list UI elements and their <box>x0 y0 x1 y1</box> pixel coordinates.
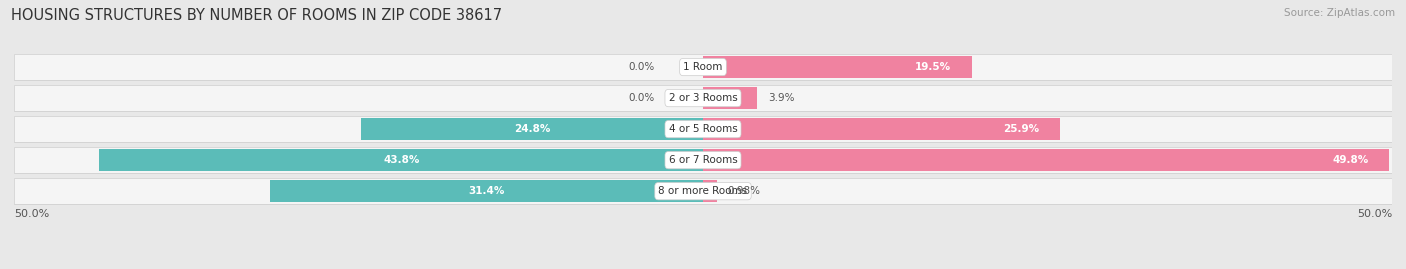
Bar <box>361 118 703 140</box>
Text: 4 or 5 Rooms: 4 or 5 Rooms <box>669 124 737 134</box>
Bar <box>14 178 1392 204</box>
Text: 0.0%: 0.0% <box>628 62 655 72</box>
Text: Source: ZipAtlas.com: Source: ZipAtlas.com <box>1284 8 1395 18</box>
Bar <box>14 116 1392 142</box>
Text: 43.8%: 43.8% <box>382 155 419 165</box>
Bar <box>703 118 1060 140</box>
Bar <box>703 56 972 78</box>
Bar <box>100 149 703 171</box>
Text: 2 or 3 Rooms: 2 or 3 Rooms <box>669 93 737 103</box>
Text: 24.8%: 24.8% <box>515 124 550 134</box>
Text: 25.9%: 25.9% <box>1002 124 1039 134</box>
Text: 31.4%: 31.4% <box>468 186 505 196</box>
Bar <box>703 180 717 202</box>
Bar <box>14 147 1392 173</box>
Bar <box>14 54 1392 80</box>
Text: 0.98%: 0.98% <box>727 186 761 196</box>
Text: 3.9%: 3.9% <box>768 93 794 103</box>
Text: 1 Room: 1 Room <box>683 62 723 72</box>
Text: 50.0%: 50.0% <box>14 209 49 219</box>
Bar <box>703 149 1389 171</box>
Bar <box>703 87 756 109</box>
Bar <box>14 54 1392 80</box>
Text: 49.8%: 49.8% <box>1333 155 1368 165</box>
Bar <box>14 178 1392 204</box>
Text: HOUSING STRUCTURES BY NUMBER OF ROOMS IN ZIP CODE 38617: HOUSING STRUCTURES BY NUMBER OF ROOMS IN… <box>11 8 502 23</box>
Text: 19.5%: 19.5% <box>915 62 950 72</box>
Bar <box>14 85 1392 111</box>
Text: 50.0%: 50.0% <box>1357 209 1392 219</box>
Bar <box>14 147 1392 173</box>
Text: 0.0%: 0.0% <box>628 93 655 103</box>
Bar <box>14 85 1392 111</box>
Text: 6 or 7 Rooms: 6 or 7 Rooms <box>669 155 737 165</box>
Bar <box>270 180 703 202</box>
Text: 8 or more Rooms: 8 or more Rooms <box>658 186 748 196</box>
Bar <box>14 116 1392 142</box>
